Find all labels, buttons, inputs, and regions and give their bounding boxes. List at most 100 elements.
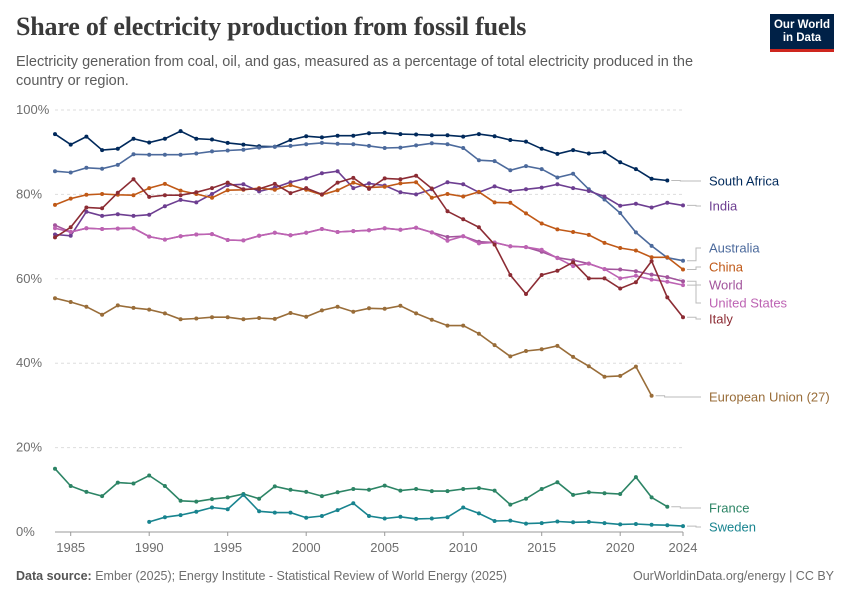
series-end-label[interactable]: France [709,501,749,516]
series-end-label[interactable]: Sweden [709,520,756,535]
data-point [319,135,324,140]
data-point [194,232,199,237]
x-tick-label: 1995 [213,540,242,555]
data-point [539,273,544,277]
data-point [665,279,670,284]
series-end-label[interactable]: United States [709,296,788,311]
data-point [241,182,246,187]
data-point [586,519,591,524]
data-point [508,168,513,173]
data-point [194,151,199,156]
data-point [586,364,591,369]
series-end-label[interactable]: Italy [709,312,733,327]
data-point [335,490,340,495]
data-point [225,180,230,185]
data-point [84,134,89,139]
data-point [147,212,152,217]
data-point [178,513,183,518]
label-leader [687,280,701,286]
data-point [586,151,591,156]
data-point [115,162,120,167]
data-point [524,521,528,526]
data-point [649,205,654,210]
data-point [68,142,73,147]
data-point [304,314,309,319]
data-point [162,152,167,157]
data-point [272,230,277,235]
data-point [272,316,277,321]
data-point [633,201,638,206]
data-point [241,238,246,243]
data-point [210,149,214,154]
data-point [602,491,607,496]
data-point [68,230,73,234]
series-italy[interactable] [53,173,685,320]
data-point [429,230,434,235]
data-point [461,146,466,150]
data-point [445,489,450,494]
data-point [225,188,230,193]
footer-credit[interactable]: OurWorldinData.org/energy | CC BY [632,569,834,583]
series-end-label[interactable]: South Africa [709,174,780,189]
series-end-label[interactable]: India [709,199,738,214]
data-point [178,234,183,239]
data-point [508,138,513,142]
data-point [633,230,638,235]
series-united-states[interactable] [53,225,685,288]
data-point [68,225,73,230]
series-european-union-27[interactable] [53,296,654,398]
data-point [429,489,434,494]
data-point [539,185,544,190]
data-point [539,487,544,491]
data-point [602,194,607,199]
data-point [633,522,638,526]
data-point [555,151,560,156]
data-point [492,159,497,164]
series-south-africa[interactable] [53,129,670,183]
series-end-label[interactable]: European Union (27) [709,390,830,405]
data-point [147,519,152,524]
data-point [618,522,623,527]
data-point [178,498,183,503]
label-leader [655,395,701,398]
data-point [84,304,89,309]
series-end-label[interactable]: China [709,260,744,275]
logo-line-1: Our World [773,19,830,31]
data-point [649,277,654,282]
data-point [524,292,528,296]
data-point [257,496,262,501]
data-point [539,146,544,151]
series-france[interactable] [53,466,670,509]
data-point [162,181,167,186]
data-point [665,523,670,528]
data-point [633,364,638,369]
data-point [131,177,136,182]
data-point [476,331,481,336]
data-point [225,507,230,512]
owid-logo[interactable]: Our World in Data [770,14,834,52]
data-point [429,133,434,138]
data-point [68,300,73,304]
series-end-label[interactable]: World [709,278,743,293]
data-point [681,524,685,529]
data-point [335,169,340,174]
data-point [429,141,434,146]
data-point [84,209,89,214]
data-point [147,234,152,239]
data-point [100,148,105,153]
series-india[interactable] [53,169,685,238]
data-point [335,133,340,138]
data-point [241,142,246,147]
series-sweden[interactable] [147,492,685,529]
series-australia[interactable] [53,140,685,263]
series-end-label[interactable]: Australia [709,241,760,256]
series-china[interactable] [53,180,685,272]
data-point [649,176,654,181]
data-point [194,190,199,195]
data-point [210,497,214,502]
data-point [445,180,450,185]
data-point [288,510,293,515]
data-point [665,275,670,280]
data-point [335,230,340,234]
